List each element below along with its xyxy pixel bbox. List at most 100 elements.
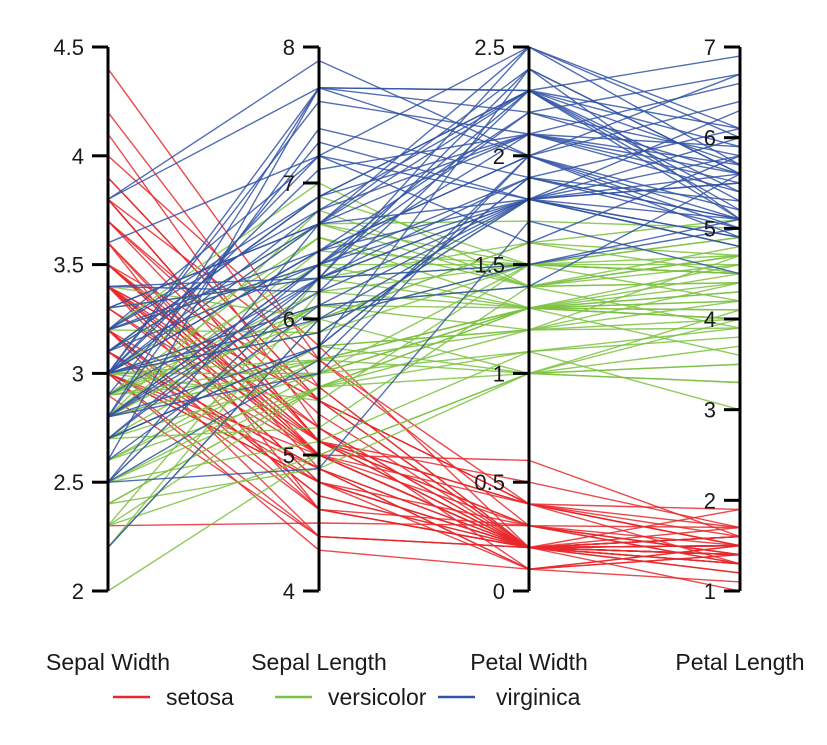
versicolor-line-30 — [107, 359, 741, 462]
virginica-line-33 — [107, 111, 741, 418]
tick-label-petal-length-0: 1 — [704, 579, 716, 604]
setosa-line-33 — [107, 133, 741, 570]
tick-label-petal-length-2: 3 — [704, 398, 716, 423]
versicolor-line-9 — [107, 236, 741, 396]
series-virginica — [107, 46, 741, 548]
tick-label-petal-length-6: 7 — [704, 35, 716, 60]
tick-label-petal-width-2: 1 — [493, 361, 505, 386]
tick-label-sepal-width-1: 2.5 — [53, 470, 84, 495]
setosa-line-38 — [107, 242, 741, 570]
virginica-line-43 — [107, 176, 741, 440]
tick-label-petal-width-0: 0 — [493, 579, 505, 604]
legend-label-setosa: setosa — [166, 684, 234, 710]
axis-petal-length: 1 2 3 4 5 6 7 — [704, 35, 742, 604]
tick-label-sepal-length-1: 5 — [283, 443, 295, 468]
setosa-line-27 — [107, 285, 741, 538]
virginica-line-22 — [107, 155, 741, 418]
setosa-line-24 — [107, 307, 741, 529]
setosa-line-13 — [107, 372, 741, 570]
virginica-line-50 — [107, 198, 741, 375]
setosa-line-19 — [107, 198, 741, 529]
virginica-line-36 — [107, 87, 741, 374]
setosa-line-42 — [107, 522, 741, 565]
tick-label-sepal-length-3: 7 — [283, 171, 295, 196]
virginica-line-32 — [107, 59, 741, 200]
data-lines — [107, 46, 741, 592]
virginica-line-7 — [107, 220, 741, 483]
tick-label-petal-width-4: 2 — [493, 144, 505, 169]
axis-title-petal-length: Petal Length — [675, 649, 804, 675]
tick-label-petal-length-3: 4 — [704, 307, 716, 332]
virginica-line-1 — [107, 46, 741, 309]
versicolor-line-50 — [107, 307, 741, 418]
tick-label-petal-width-3: 1.5 — [474, 253, 505, 278]
setosa-line-44 — [107, 264, 741, 538]
tick-label-sepal-width-4: 4 — [72, 144, 84, 169]
versicolor-line-36 — [107, 242, 741, 320]
virginica-line-34 — [107, 218, 741, 418]
legend: setosa versicolor virginica — [113, 684, 581, 710]
virginica-line-45 — [107, 46, 741, 309]
tick-label-sepal-length-0: 4 — [283, 579, 295, 604]
axis-petal-width: 0 0.5 1 1.5 2 2.5 — [474, 35, 531, 604]
axis-title-sepal-length: Sepal Length — [251, 649, 387, 675]
tick-label-sepal-width-3: 3.5 — [53, 253, 84, 278]
tick-label-petal-width-5: 2.5 — [474, 35, 505, 60]
setosa-line-47 — [107, 198, 741, 549]
virginica-line-12 — [107, 176, 741, 440]
virginica-line-18 — [107, 73, 741, 200]
versicolor-line-24 — [107, 254, 741, 418]
versicolor-line-43 — [107, 318, 741, 462]
tick-label-petal-width-1: 0.5 — [474, 470, 505, 495]
axes: 2 2.5 3 3.5 4 4.5 4 5 6 7 8 0 0.5 1 1.5 2 2.5 1 2 3 4 5 6 7 — [53, 35, 742, 604]
series-versicolor — [107, 182, 741, 592]
setosa-line-39 — [107, 372, 741, 565]
virginica-line-26 — [107, 137, 741, 331]
tick-label-sepal-width-2: 3 — [72, 361, 84, 386]
virginica-line-10 — [107, 46, 741, 244]
virginica-line-30 — [107, 155, 741, 374]
legend-label-versicolor: versicolor — [328, 684, 427, 710]
virginica-line-20 — [107, 227, 741, 548]
virginica-line-3 — [107, 133, 741, 374]
virginica-line-41 — [107, 68, 741, 353]
virginica-line-23 — [107, 73, 741, 418]
virginica-line-44 — [107, 89, 741, 331]
tick-label-sepal-width-0: 2 — [72, 579, 84, 604]
virginica-line-6 — [107, 82, 741, 374]
tick-label-sepal-length-2: 6 — [283, 307, 295, 332]
tick-label-petal-length-1: 2 — [704, 488, 716, 513]
tick-label-sepal-width-5: 4.5 — [53, 35, 84, 60]
virginica-line-49 — [107, 89, 741, 293]
virginica-line-39 — [107, 198, 741, 375]
setosa-line-9 — [107, 394, 741, 556]
virginica-line-46 — [107, 89, 741, 374]
tick-label-sepal-length-4: 8 — [283, 35, 295, 60]
virginica-line-28 — [107, 198, 741, 375]
setosa-line-15 — [107, 155, 741, 574]
virginica-line-47 — [107, 176, 741, 483]
axis-title-petal-width: Petal Width — [470, 649, 588, 675]
virginica-line-38 — [107, 182, 741, 353]
versicolor-line-27 — [107, 209, 741, 418]
versicolor-line-44 — [107, 372, 741, 527]
tick-label-petal-length-5: 6 — [704, 126, 716, 151]
versicolor-line-35 — [107, 263, 741, 402]
virginica-line-31 — [107, 127, 741, 418]
versicolor-line-32 — [107, 345, 741, 505]
versicolor-line-41 — [107, 282, 741, 462]
versicolor-line-20 — [107, 327, 741, 483]
axis-sepal-width: 2 2.5 3 3.5 4 4.5 — [53, 35, 110, 604]
virginica-line-14 — [107, 155, 741, 483]
virginica-line-42 — [107, 89, 741, 353]
versicolor-line-40 — [107, 307, 741, 483]
versicolor-line-38 — [107, 277, 741, 527]
versicolor-line-15 — [107, 307, 741, 396]
versicolor-line-49 — [107, 350, 741, 483]
virginica-line-35 — [107, 173, 741, 461]
axis-sepal-length: 4 5 6 7 8 — [283, 35, 321, 604]
versicolor-line-48 — [107, 291, 741, 396]
virginica-line-48 — [107, 155, 741, 375]
virginica-line-15 — [107, 68, 741, 418]
